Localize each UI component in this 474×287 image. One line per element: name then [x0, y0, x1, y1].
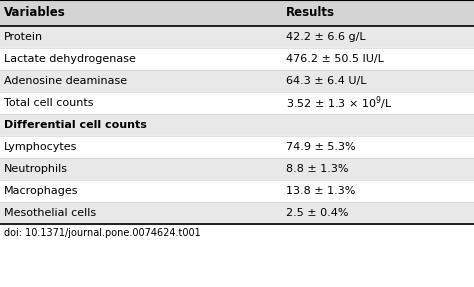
Text: Protein: Protein: [4, 32, 43, 42]
Text: Neutrophils: Neutrophils: [4, 164, 68, 174]
Text: doi: 10.1371/journal.pone.0074624.t001: doi: 10.1371/journal.pone.0074624.t001: [4, 228, 201, 238]
Text: 13.8 ± 1.3%: 13.8 ± 1.3%: [286, 186, 355, 196]
Bar: [0, 70, 474, 92]
Bar: [0, 158, 474, 180]
Text: 42.2 ± 6.6 g/L: 42.2 ± 6.6 g/L: [286, 32, 365, 42]
Bar: [0, 48, 474, 70]
Text: Lymphocytes: Lymphocytes: [4, 142, 77, 152]
Text: 476.2 ± 50.5 IU/L: 476.2 ± 50.5 IU/L: [286, 54, 383, 64]
Bar: [0, 136, 474, 158]
Bar: [0, 26, 474, 48]
Text: Mesothelial cells: Mesothelial cells: [4, 208, 96, 218]
Bar: [0, 180, 474, 202]
Text: 64.3 ± 6.4 U/L: 64.3 ± 6.4 U/L: [286, 76, 366, 86]
Bar: [0, 0, 474, 26]
Text: Lactate dehydrogenase: Lactate dehydrogenase: [4, 54, 136, 64]
Text: Adenosine deaminase: Adenosine deaminase: [4, 76, 127, 86]
Text: Total cell counts: Total cell counts: [4, 98, 93, 108]
Text: 2.5 ± 0.4%: 2.5 ± 0.4%: [286, 208, 348, 218]
Text: 3.52 ± 1.3 × 10$^{9}$/L: 3.52 ± 1.3 × 10$^{9}$/L: [286, 94, 392, 112]
Text: 74.9 ± 5.3%: 74.9 ± 5.3%: [286, 142, 356, 152]
Bar: [0, 92, 474, 114]
Text: Macrophages: Macrophages: [4, 186, 78, 196]
Text: Variables: Variables: [4, 7, 65, 20]
Text: Results: Results: [286, 7, 335, 20]
Text: Differential cell counts: Differential cell counts: [4, 120, 146, 130]
Bar: [0, 202, 474, 224]
Text: 8.8 ± 1.3%: 8.8 ± 1.3%: [286, 164, 348, 174]
Bar: [0, 114, 474, 136]
